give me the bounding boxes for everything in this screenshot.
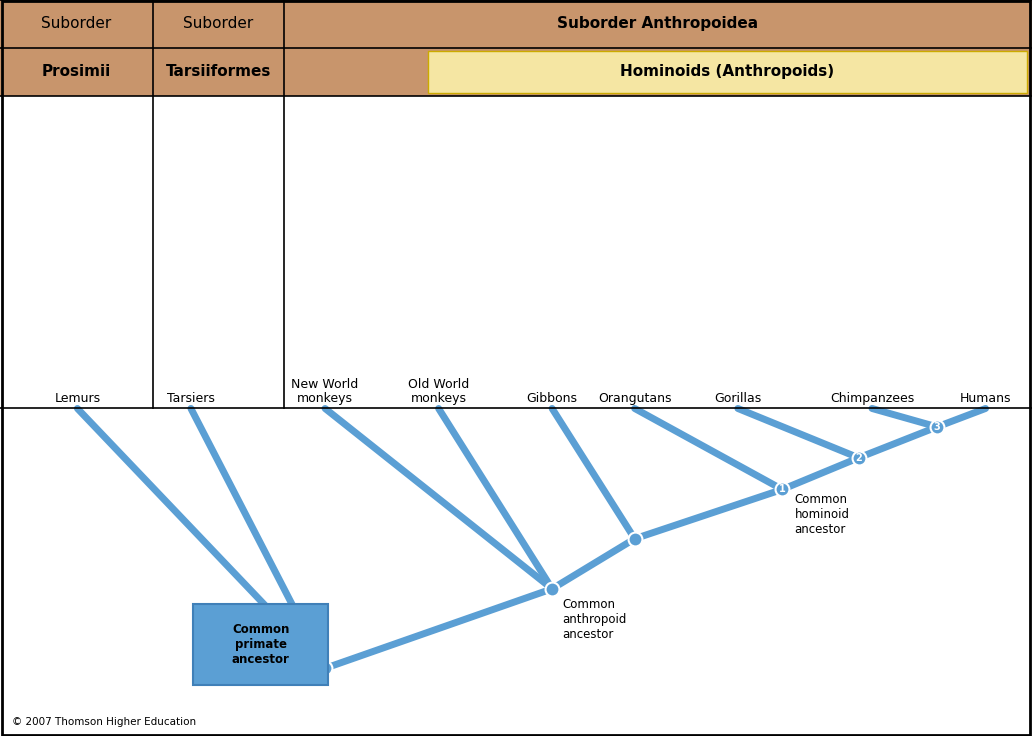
Text: Suborder Anthropoidea: Suborder Anthropoidea bbox=[557, 16, 759, 32]
Text: Tarsiers: Tarsiers bbox=[167, 392, 215, 405]
Text: 2: 2 bbox=[856, 453, 862, 463]
Point bbox=[774, 484, 791, 495]
Point bbox=[929, 421, 945, 433]
Text: Chimpanzees: Chimpanzees bbox=[830, 392, 914, 405]
Text: New World
monkeys: New World monkeys bbox=[291, 378, 359, 405]
Point bbox=[544, 583, 560, 595]
Bar bbox=[0, 0, 1032, 408]
Bar bbox=[0, 96, 1032, 408]
Text: Gibbons: Gibbons bbox=[526, 392, 578, 405]
Text: Common
anthropoid
ancestor: Common anthropoid ancestor bbox=[562, 598, 626, 640]
Text: Prosimii: Prosimii bbox=[41, 64, 111, 79]
Text: Tarsiiformes: Tarsiiformes bbox=[165, 64, 271, 79]
Text: © 2007 Thomson Higher Education: © 2007 Thomson Higher Education bbox=[12, 717, 196, 727]
Bar bbox=[0, 408, 1032, 736]
Text: Common
hominoid
ancestor: Common hominoid ancestor bbox=[795, 493, 849, 536]
Text: 1: 1 bbox=[779, 484, 785, 495]
Bar bbox=[428, 51, 1027, 93]
FancyBboxPatch shape bbox=[193, 604, 328, 685]
Text: Hominoids (Anthropoids): Hominoids (Anthropoids) bbox=[620, 64, 835, 79]
Text: Suborder: Suborder bbox=[183, 16, 254, 32]
Text: Common
primate
ancestor: Common primate ancestor bbox=[231, 623, 290, 666]
Text: Orangutans: Orangutans bbox=[598, 392, 672, 405]
Text: Suborder: Suborder bbox=[41, 16, 111, 32]
Text: 3: 3 bbox=[934, 422, 940, 432]
Text: Humans: Humans bbox=[960, 392, 1011, 405]
Point bbox=[317, 662, 333, 674]
Point bbox=[626, 533, 643, 545]
Text: Old World
monkeys: Old World monkeys bbox=[408, 378, 470, 405]
Text: Gorillas: Gorillas bbox=[714, 392, 762, 405]
Text: Lemurs: Lemurs bbox=[55, 392, 100, 405]
Point bbox=[850, 452, 867, 464]
